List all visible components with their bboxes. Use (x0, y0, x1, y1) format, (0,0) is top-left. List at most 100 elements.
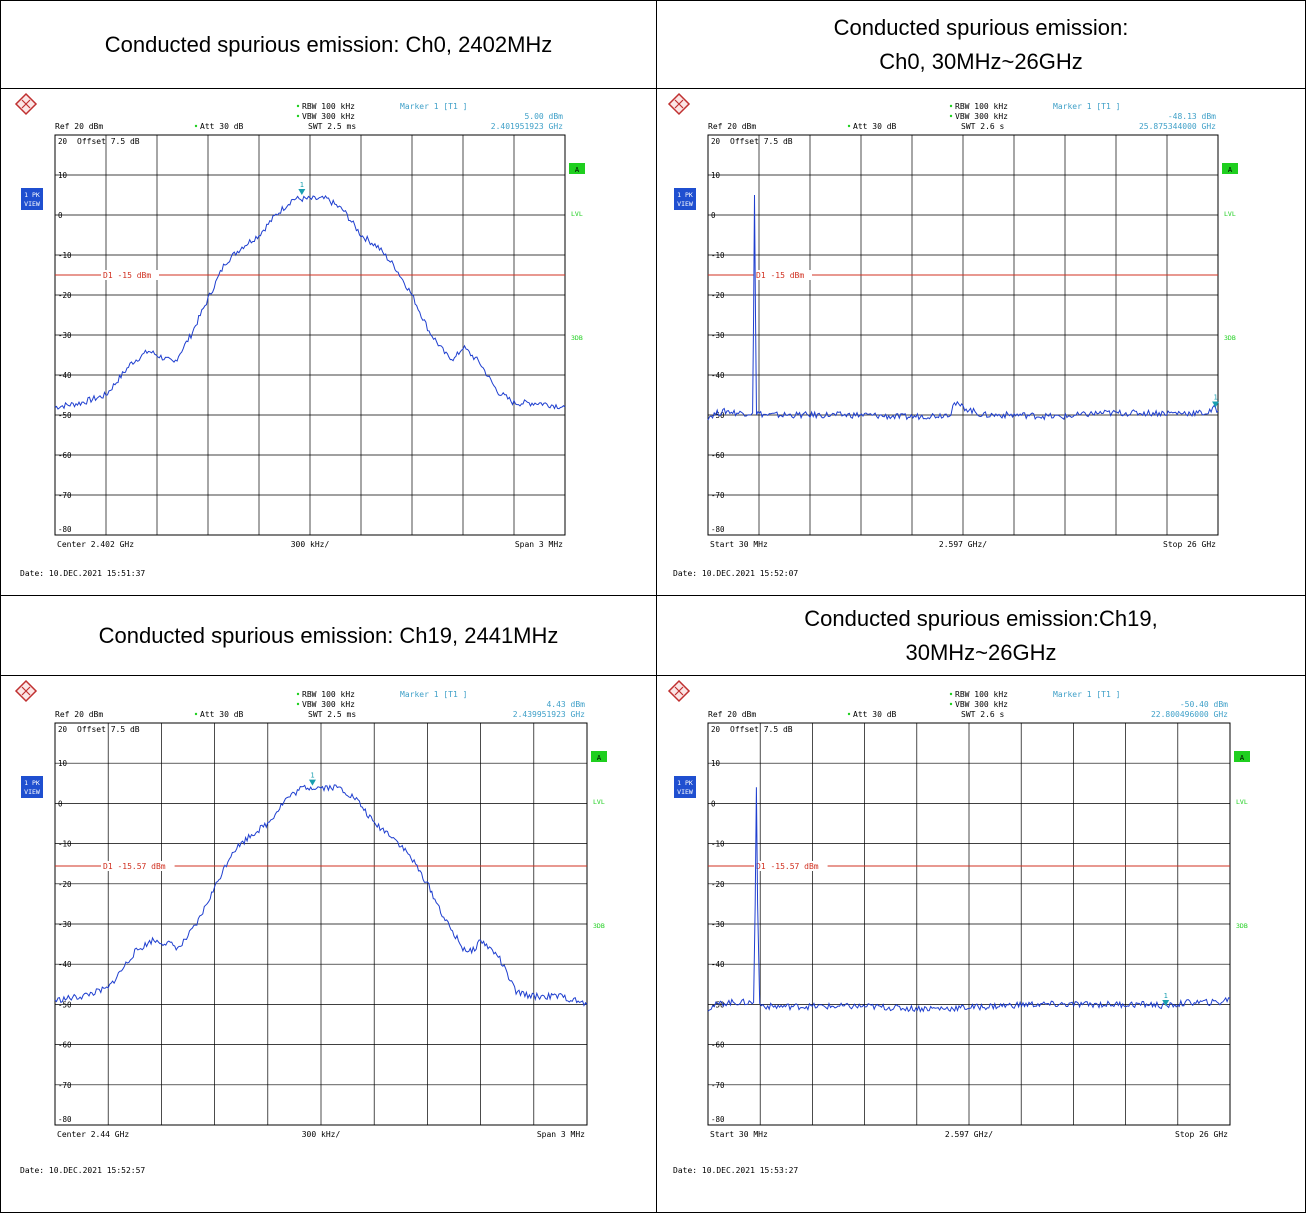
trace-mode-badge (674, 776, 696, 798)
cell-title: Conducted spurious emission: Ch19, 2441M… (1, 596, 656, 675)
spectrum-plot: Ref 20 dBm Att 30 dB RBW 100 kHz VBW 300 kH… (665, 677, 1295, 1187)
logo-mark-icon (674, 686, 684, 696)
y-tick-label: 10 (58, 759, 68, 768)
y-tick-label: -10 (711, 840, 725, 849)
sweep-time-label: SWT 2.5 ms (308, 710, 356, 719)
rbw-label: RBW 100 kHz (302, 690, 355, 699)
x-axis-start-label: Center 2.402 GHz (57, 540, 134, 549)
y-tick-label: -70 (711, 1081, 725, 1090)
trace-mode-badge (21, 776, 43, 798)
y-tick-label: 10 (711, 171, 721, 180)
trace-mode-label: 1 PK (24, 779, 40, 787)
marker-title: Marker 1 [T1 ] (400, 690, 467, 699)
y-tick-label: -60 (711, 451, 725, 460)
table-border-left (0, 0, 1, 1213)
y-tick-label: -80 (711, 1115, 725, 1124)
trigger-badge-label: A (597, 754, 602, 762)
trace-mode-badge (674, 188, 696, 210)
x-axis-division-label: 2.597 GHz/ (945, 1130, 993, 1139)
offset-label: Offset 7.5 dB (77, 725, 140, 734)
cell-title: Conducted spurious emission: Ch0, 30MHz~… (657, 1, 1305, 88)
spectrum-plot: Ref 20 dBm Att 30 dB RBW 100 kHz VBW 300 kH… (12, 90, 642, 590)
logo-mark-icon (21, 686, 31, 696)
limit-label-bg (101, 860, 175, 871)
vbw-indicator-icon (296, 114, 300, 118)
offset-label: Offset 7.5 dB (730, 137, 793, 146)
marker-title: Marker 1 [T1 ] (1053, 102, 1120, 111)
att-indicator-icon (847, 712, 851, 716)
y-tick-label: -30 (58, 331, 72, 340)
marker-frequency: 25.875344000 GHz (1139, 122, 1216, 131)
vbw-label: VBW 300 kHz (302, 700, 355, 709)
trace-line (707, 787, 1231, 1013)
marker-level: -50.40 dBm (1180, 700, 1228, 709)
level-indicator-label: LVL (1236, 798, 1248, 806)
y-tick-label: -70 (58, 1081, 72, 1090)
sweep-time-label: SWT 2.6 s (961, 122, 1005, 131)
trace-line (54, 784, 588, 1007)
trigger-badge-label: A (1228, 166, 1233, 174)
threedb-indicator-label: 3DB (571, 334, 583, 342)
y-tick-label: -30 (711, 920, 725, 929)
x-axis-end-label: Stop 26 GHz (1175, 1130, 1228, 1139)
rbw-indicator-icon (296, 104, 300, 108)
trigger-badge (569, 163, 585, 174)
x-axis-start-label: Center 2.44 GHz (57, 1130, 129, 1139)
threedb-indicator-label: 3DB (1224, 334, 1236, 342)
vbw-indicator-icon (949, 702, 953, 706)
table-divider-row2 (0, 595, 1306, 596)
attenuation-label: Att 30 dB (853, 710, 897, 719)
y-tick-label: -60 (58, 451, 72, 460)
spectrum-plot: Ref 20 dBm Att 30 dB RBW 100 kHz VBW 300 kH… (665, 90, 1295, 590)
marker-triangle-icon (1162, 1000, 1170, 1007)
att-indicator-icon (194, 124, 198, 128)
y-tick-label: -50 (58, 1000, 72, 1009)
marker-frequency: 22.800496000 GHz (1151, 710, 1228, 719)
marker-title: Marker 1 [T1 ] (400, 102, 467, 111)
marker-triangle-icon (1212, 401, 1220, 408)
cell-title-line: 30MHz~26GHz (905, 639, 1057, 665)
y-tick-label: -80 (58, 1115, 72, 1124)
y-tick-label: -40 (58, 960, 72, 969)
rbw-label: RBW 100 kHz (955, 690, 1008, 699)
y-tick-label: -60 (711, 1041, 725, 1050)
rbw-label: RBW 100 kHz (302, 102, 355, 111)
y-tick-label: -80 (711, 525, 725, 534)
trace-view-label: VIEW (24, 200, 40, 208)
rbw-indicator-icon (949, 692, 953, 696)
table-divider-vertical (656, 0, 657, 1213)
vbw-label: VBW 300 kHz (955, 112, 1008, 121)
rbw-label: RBW 100 kHz (955, 102, 1008, 111)
marker-frequency: 2.401951923 GHz (491, 122, 563, 131)
trigger-badge (1222, 163, 1238, 174)
limit-label-bg (754, 860, 828, 871)
y-tick-label: -10 (58, 251, 72, 260)
x-axis-division-label: 300 kHz/ (291, 540, 330, 549)
y-tick-label: -50 (711, 1000, 725, 1009)
capture-date-label: Date: 10.DEC.2021 15:53:27 (673, 1166, 798, 1175)
trigger-badge (1234, 751, 1250, 762)
marker-frequency: 2.439951923 GHz (513, 710, 585, 719)
x-axis-end-label: Span 3 MHz (515, 540, 563, 549)
table-border-top (0, 0, 1306, 1)
threedb-indicator-label: 3DB (1236, 922, 1248, 930)
threedb-indicator-label: 3DB (593, 922, 605, 930)
cell-title-line: Conducted spurious emission: Ch19, 2441M… (98, 622, 559, 648)
logo-mark-icon (21, 99, 31, 109)
cell-title-line: Conducted spurious emission:Ch19, (804, 605, 1158, 631)
trigger-badge-label: A (1240, 754, 1245, 762)
marker-level: 4.43 dBm (546, 700, 585, 709)
table-divider-row3 (0, 675, 1306, 676)
y-tick-label: -10 (711, 251, 725, 260)
capture-date-label: Date: 10.DEC.2021 15:52:07 (673, 569, 798, 578)
sweep-time-label: SWT 2.6 s (961, 710, 1005, 719)
y-tick-label: -70 (58, 491, 72, 500)
level-indicator-label: LVL (593, 798, 605, 806)
y-tick-label: -40 (711, 371, 725, 380)
limit-label-bg (101, 270, 159, 280)
trigger-badge (591, 751, 607, 762)
level-indicator-label: LVL (1224, 210, 1236, 218)
capture-date-label: Date: 10.DEC.2021 15:52:57 (20, 1166, 145, 1175)
y-tick-label: -70 (711, 491, 725, 500)
